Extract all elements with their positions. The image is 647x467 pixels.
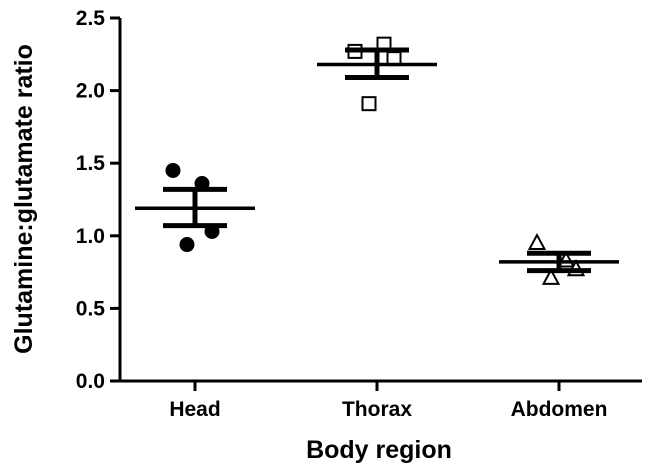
series-abdomen: [499, 232, 619, 285]
x-tick-label: Head: [169, 398, 220, 421]
series-head: [135, 162, 255, 253]
y-tick-label: 0.5: [76, 297, 106, 320]
y-tick-label: 1.5: [76, 152, 106, 175]
x-tick-label: Thorax: [342, 398, 412, 421]
data-point: [165, 162, 181, 178]
y-ticks: 0.0 0.5 1.0 1.5 2.0 2.5: [76, 7, 120, 393]
x-tick-label: Abdomen: [511, 398, 608, 421]
y-tick-label: 2.0: [76, 80, 105, 103]
data-point: [179, 237, 195, 253]
series-thorax: [317, 36, 437, 112]
y-tick-label: 1.0: [76, 225, 105, 248]
axes: [118, 18, 642, 383]
y-tick-label: 0.0: [76, 370, 105, 393]
x-ticks: Head Thorax Abdomen: [169, 381, 607, 421]
data-point: [541, 267, 561, 285]
y-tick-label: 2.5: [76, 7, 106, 30]
y-axis-title: Glutamine:glutamate ratio: [10, 44, 38, 354]
data-marks: [135, 36, 619, 285]
data-point: [527, 232, 547, 251]
x-axis-title: Body region: [306, 436, 452, 464]
data-point: [361, 96, 377, 112]
